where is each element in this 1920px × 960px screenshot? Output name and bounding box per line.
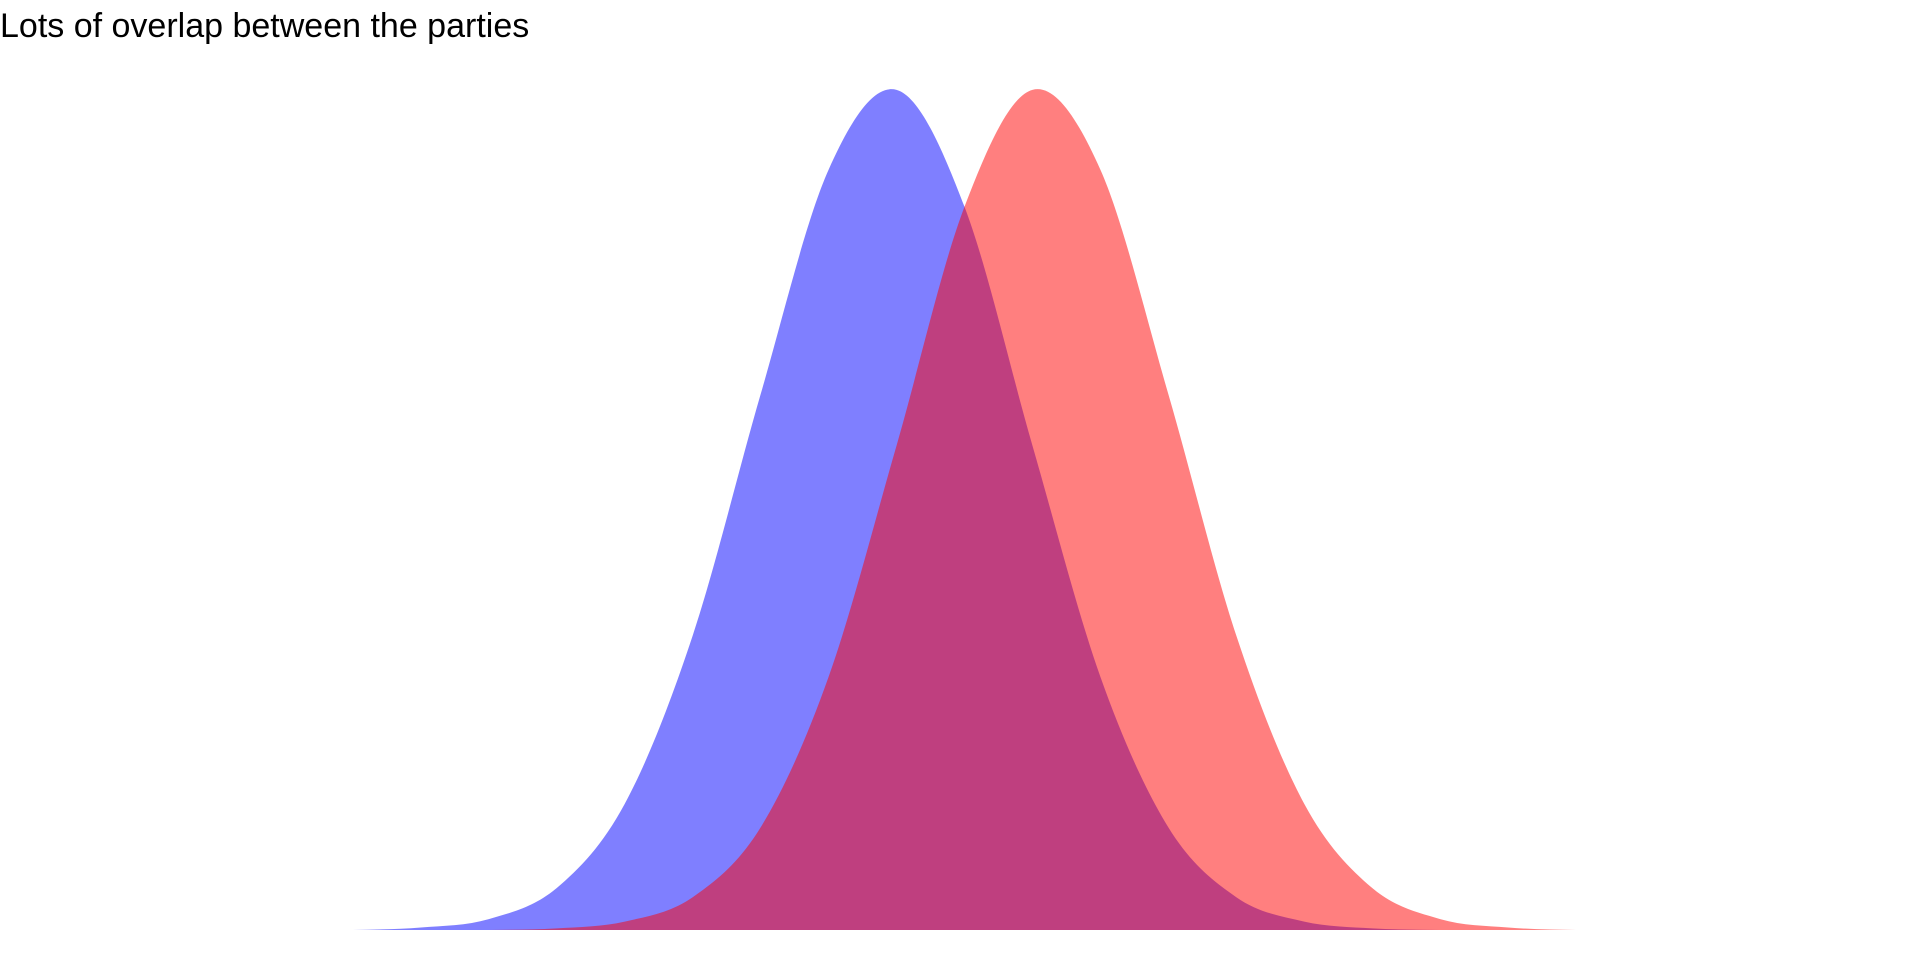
chart-title: Lots of overlap between the parties xyxy=(0,7,529,45)
density-area xyxy=(217,89,1712,930)
